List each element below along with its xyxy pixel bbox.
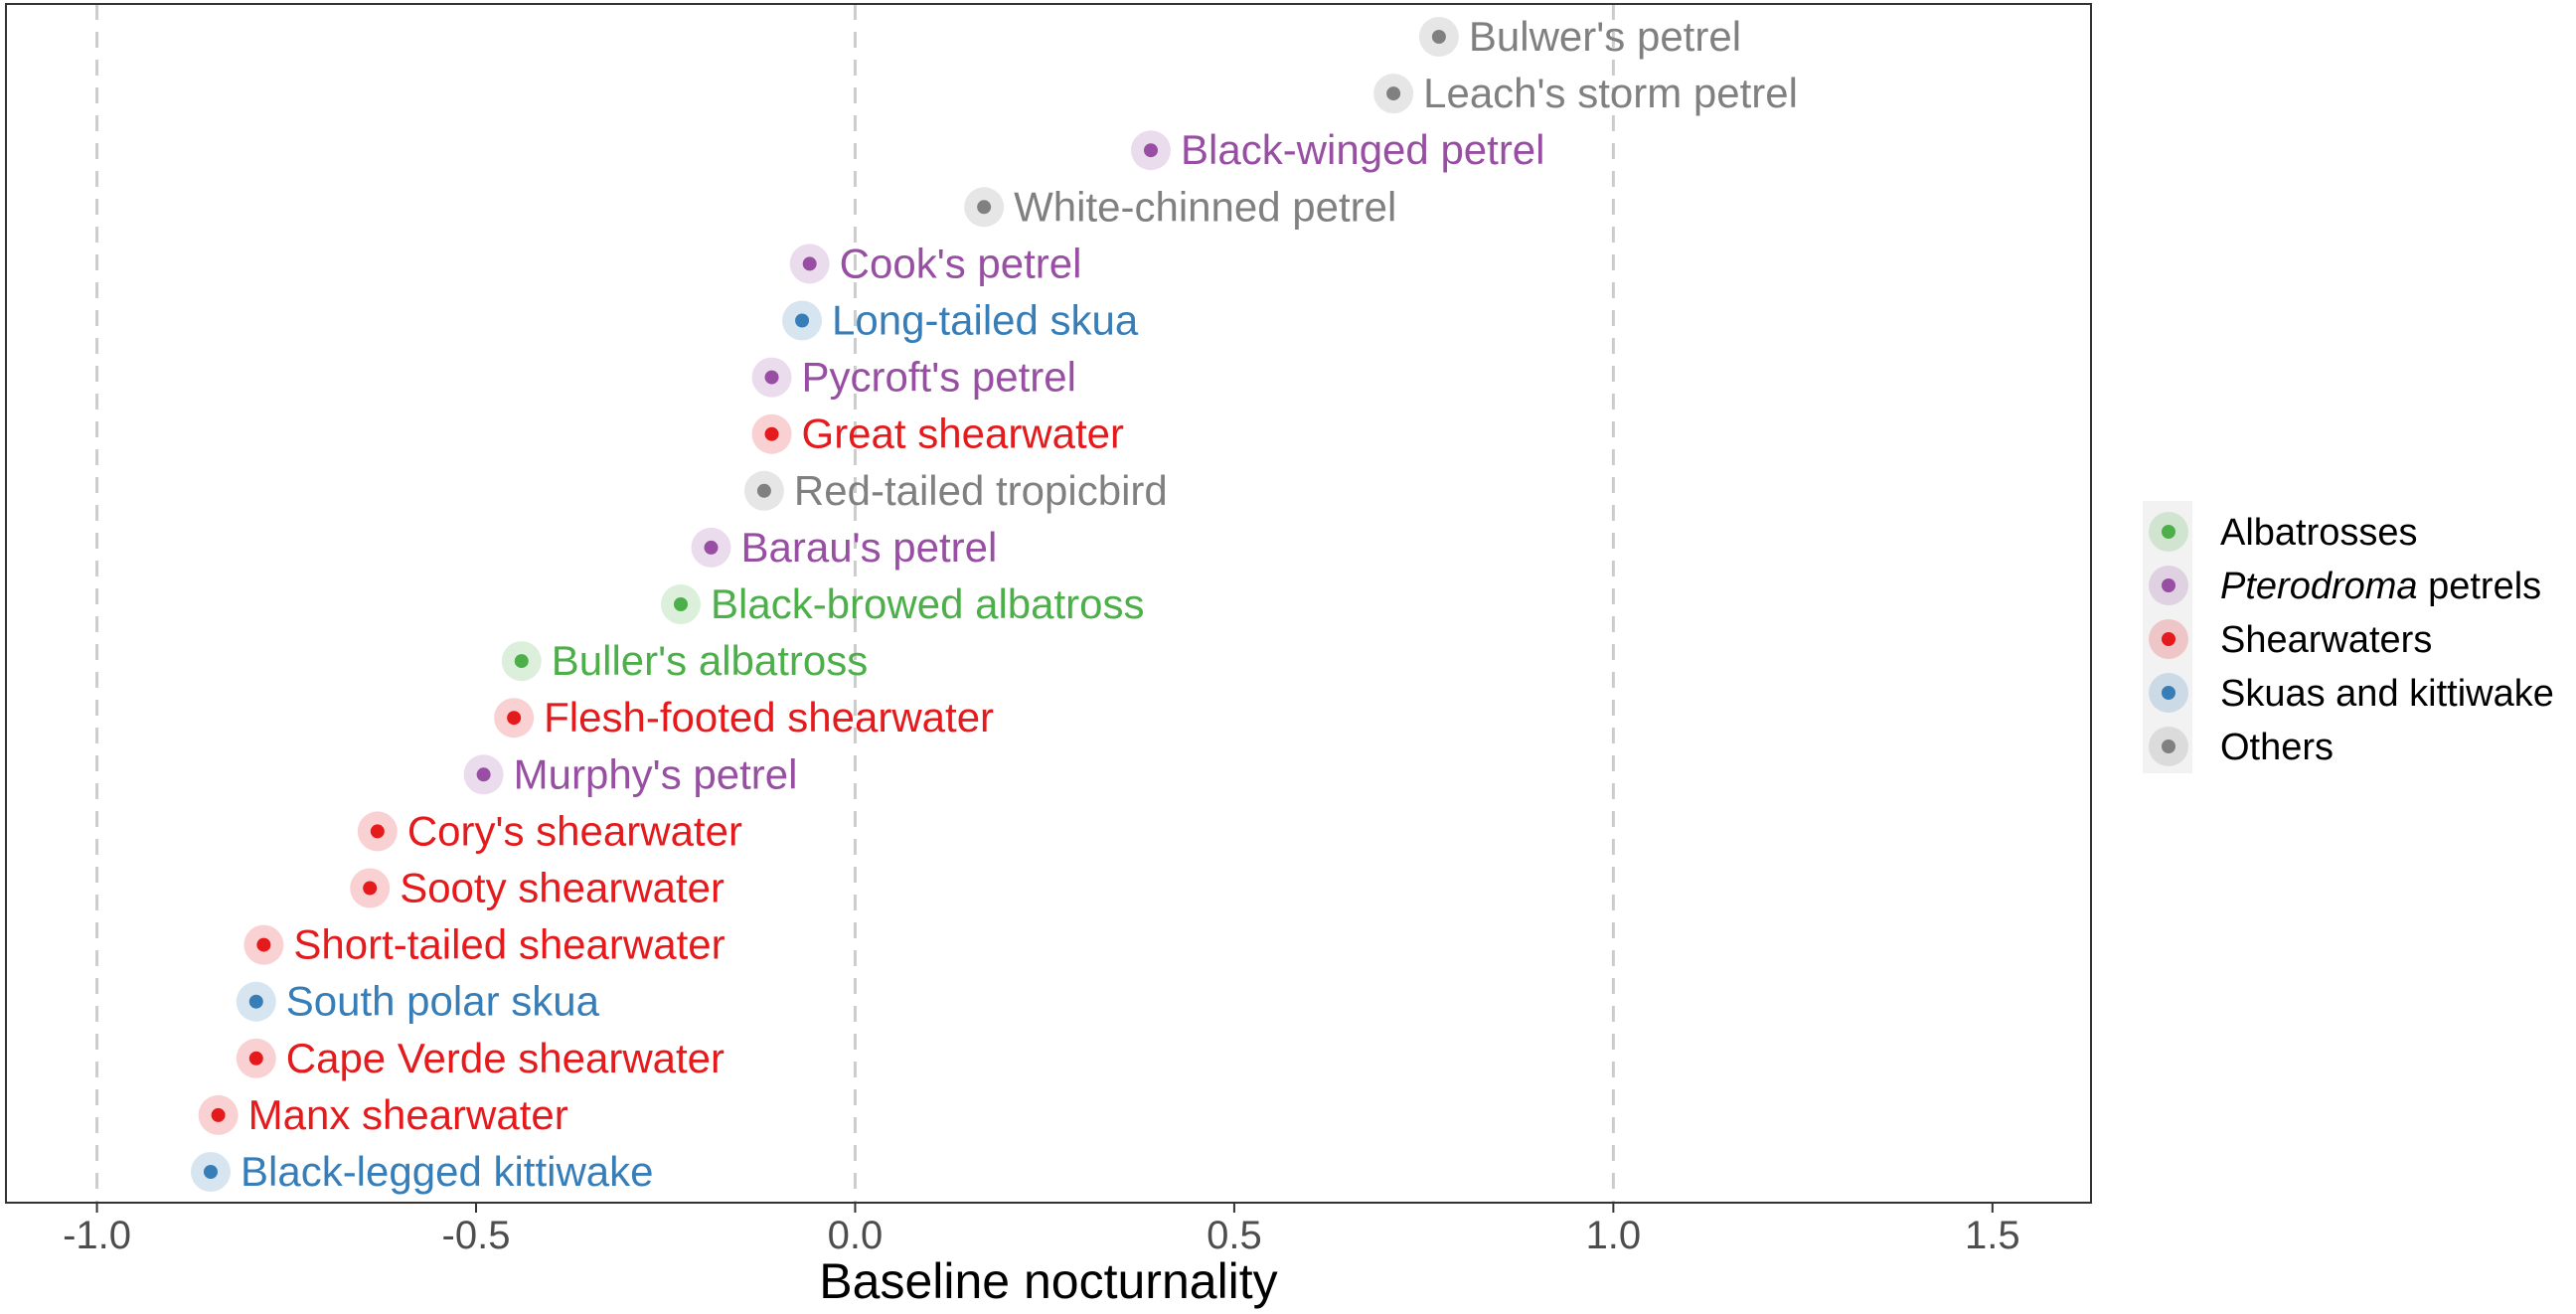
x-axis-ticks bbox=[95, 1203, 1994, 1213]
data-point bbox=[977, 200, 992, 215]
legend-key bbox=[2162, 525, 2175, 539]
x-tick-label: -1.0 bbox=[63, 1214, 131, 1257]
data-point bbox=[248, 1051, 263, 1066]
x-tick-label: -0.5 bbox=[442, 1214, 511, 1257]
data-point bbox=[1386, 86, 1401, 101]
legend-key bbox=[2162, 686, 2175, 700]
legend-label-text: Shearwaters bbox=[2220, 619, 2432, 661]
data-label: Manx shearwater bbox=[248, 1091, 568, 1138]
x-tick-label: 0.0 bbox=[828, 1214, 884, 1257]
legend-label: Albatrosses bbox=[2220, 512, 2418, 554]
legend-key bbox=[2162, 632, 2175, 646]
data-point bbox=[673, 597, 688, 611]
data-label: Flesh-footed shearwater bbox=[544, 694, 994, 740]
data-label: Black-legged kittiwake bbox=[241, 1148, 654, 1195]
legend-label-text: Albatrosses bbox=[2220, 512, 2418, 554]
x-axis-tick-labels: -1.0 -0.5 0.0 0.5 1.0 1.5 bbox=[63, 1214, 2020, 1257]
legend: Albatrosses Pterodroma petrels Shearwaters… bbox=[2143, 501, 2554, 773]
data-point bbox=[795, 313, 810, 328]
data-point bbox=[211, 1107, 226, 1122]
data-point bbox=[363, 881, 378, 896]
data-point bbox=[756, 483, 771, 498]
data-label: Cook's petrel bbox=[840, 240, 1082, 286]
data-label: Sooty shearwater bbox=[400, 865, 724, 911]
data-label: Pycroft's petrel bbox=[802, 354, 1076, 401]
data-points bbox=[190, 17, 1459, 1192]
plot-panel-border bbox=[5, 3, 2092, 1204]
data-point bbox=[802, 256, 817, 271]
legend-label: Others bbox=[2220, 727, 2334, 768]
data-label: White-chinned petrel bbox=[1014, 183, 1396, 230]
reference-lines bbox=[95, 4, 1615, 1203]
legend-label-text: Skuas and kittiwake bbox=[2220, 673, 2554, 715]
data-label: Black-browed albatross bbox=[711, 580, 1145, 627]
legend-key bbox=[2162, 578, 2175, 592]
data-label: Cape Verde shearwater bbox=[286, 1035, 724, 1081]
data-label: South polar skua bbox=[286, 978, 600, 1025]
data-label: Murphy's petrel bbox=[514, 750, 798, 797]
legend-label: Pterodroma petrels bbox=[2220, 566, 2541, 607]
legend-key bbox=[2162, 739, 2175, 753]
data-point bbox=[514, 654, 529, 669]
data-label: Cory's shearwater bbox=[407, 807, 742, 854]
data-label: Bulwer's petrel bbox=[1469, 13, 1741, 60]
data-point bbox=[764, 426, 779, 441]
data-point bbox=[370, 824, 385, 839]
data-label: Long-tailed skua bbox=[832, 297, 1139, 344]
data-point bbox=[203, 1165, 218, 1179]
data-point bbox=[248, 994, 263, 1009]
x-tick-label: 1.5 bbox=[1965, 1214, 2020, 1257]
data-point bbox=[1143, 143, 1158, 158]
legend-label-italic: Pterodroma bbox=[2220, 566, 2418, 607]
data-label: Black-winged petrel bbox=[1181, 126, 1545, 173]
data-point bbox=[256, 937, 271, 952]
x-axis-title: Baseline nocturnality bbox=[819, 1253, 1277, 1309]
legend-label: Shearwaters bbox=[2220, 619, 2432, 661]
data-point bbox=[507, 711, 522, 726]
data-point bbox=[704, 540, 719, 555]
legend-label: Skuas and kittiwake bbox=[2220, 673, 2554, 715]
data-label: Red-tailed tropicbird bbox=[794, 467, 1168, 514]
data-point bbox=[764, 370, 779, 385]
data-label: Buller's albatross bbox=[552, 637, 869, 684]
x-tick-label: 0.5 bbox=[1207, 1214, 1262, 1257]
legend-label-text: Others bbox=[2220, 727, 2334, 768]
data-label: Leach's storm petrel bbox=[1423, 70, 1798, 116]
data-label: Barau's petrel bbox=[741, 524, 998, 571]
legend-label-text: petrels bbox=[2418, 566, 2542, 607]
x-tick-label: 1.0 bbox=[1586, 1214, 1642, 1257]
data-point bbox=[476, 767, 491, 782]
data-label: Great shearwater bbox=[802, 411, 1124, 457]
point-labels: Bulwer's petrel Leach's storm petrel Black… bbox=[241, 13, 1798, 1195]
data-point bbox=[1431, 30, 1446, 44]
data-label: Short-tailed shearwater bbox=[293, 921, 724, 968]
